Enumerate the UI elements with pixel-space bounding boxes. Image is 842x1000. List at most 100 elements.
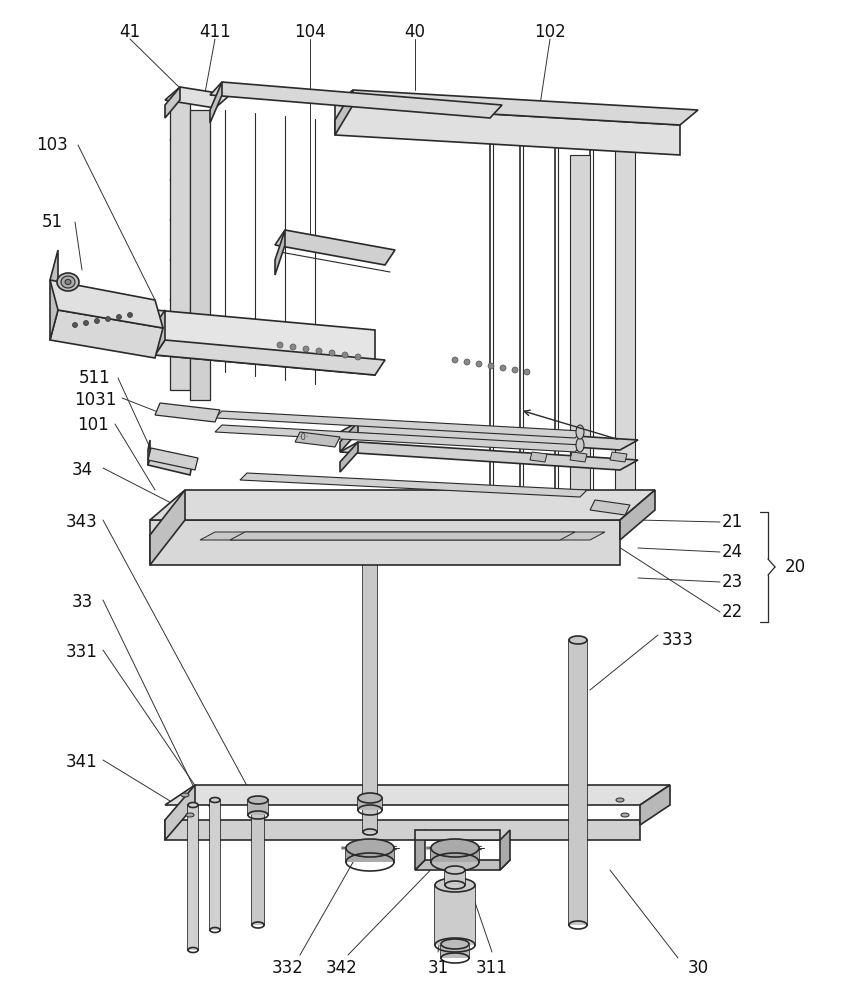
Circle shape bbox=[476, 361, 482, 367]
Polygon shape bbox=[165, 785, 195, 840]
Polygon shape bbox=[190, 110, 210, 400]
Polygon shape bbox=[340, 442, 638, 470]
Polygon shape bbox=[346, 848, 394, 862]
Ellipse shape bbox=[441, 939, 469, 949]
Ellipse shape bbox=[435, 878, 475, 892]
Text: 511: 511 bbox=[79, 369, 111, 387]
Polygon shape bbox=[165, 785, 670, 805]
Circle shape bbox=[72, 322, 77, 328]
Circle shape bbox=[452, 357, 458, 363]
Polygon shape bbox=[155, 340, 385, 375]
Polygon shape bbox=[590, 500, 630, 515]
Polygon shape bbox=[150, 490, 185, 565]
Text: 333: 333 bbox=[662, 631, 694, 649]
Circle shape bbox=[127, 312, 132, 318]
Circle shape bbox=[488, 363, 494, 369]
Circle shape bbox=[83, 320, 88, 326]
Polygon shape bbox=[431, 848, 479, 862]
Text: 1031: 1031 bbox=[74, 391, 116, 409]
Polygon shape bbox=[275, 230, 395, 265]
Text: 24: 24 bbox=[722, 543, 743, 561]
Polygon shape bbox=[570, 155, 590, 545]
Ellipse shape bbox=[569, 636, 587, 644]
Polygon shape bbox=[215, 425, 582, 452]
Polygon shape bbox=[358, 798, 382, 810]
Text: 23: 23 bbox=[722, 573, 743, 591]
Polygon shape bbox=[155, 310, 165, 355]
Circle shape bbox=[524, 369, 530, 375]
Polygon shape bbox=[615, 130, 635, 520]
Polygon shape bbox=[165, 87, 180, 118]
Text: 30: 30 bbox=[687, 959, 709, 977]
Polygon shape bbox=[150, 490, 655, 520]
Polygon shape bbox=[335, 90, 698, 125]
Ellipse shape bbox=[57, 273, 79, 291]
Ellipse shape bbox=[621, 813, 629, 817]
Text: 331: 331 bbox=[66, 643, 98, 661]
Polygon shape bbox=[500, 830, 510, 870]
Text: 332: 332 bbox=[272, 959, 304, 977]
Text: 33: 33 bbox=[72, 593, 93, 611]
Text: 103: 103 bbox=[36, 136, 68, 154]
Polygon shape bbox=[335, 105, 680, 155]
Polygon shape bbox=[210, 82, 222, 123]
Polygon shape bbox=[570, 115, 650, 140]
Polygon shape bbox=[530, 452, 547, 462]
Polygon shape bbox=[50, 280, 163, 328]
Polygon shape bbox=[435, 885, 475, 945]
Text: 341: 341 bbox=[67, 753, 98, 771]
Text: 41: 41 bbox=[120, 23, 141, 41]
Polygon shape bbox=[188, 805, 198, 950]
Polygon shape bbox=[200, 532, 605, 540]
Polygon shape bbox=[165, 820, 640, 840]
Polygon shape bbox=[155, 310, 375, 375]
Text: 20: 20 bbox=[785, 558, 806, 576]
Polygon shape bbox=[230, 532, 575, 540]
Ellipse shape bbox=[363, 539, 377, 545]
Circle shape bbox=[303, 346, 309, 352]
Circle shape bbox=[116, 314, 121, 320]
Circle shape bbox=[316, 348, 322, 354]
Polygon shape bbox=[148, 440, 150, 465]
Polygon shape bbox=[445, 870, 465, 885]
Ellipse shape bbox=[188, 802, 198, 808]
Text: 101: 101 bbox=[77, 416, 109, 434]
Ellipse shape bbox=[65, 279, 71, 284]
Text: 411: 411 bbox=[199, 23, 231, 41]
Circle shape bbox=[94, 318, 99, 324]
Polygon shape bbox=[155, 403, 220, 422]
Polygon shape bbox=[615, 115, 650, 130]
Polygon shape bbox=[415, 830, 500, 840]
Ellipse shape bbox=[61, 276, 75, 288]
Polygon shape bbox=[415, 830, 425, 870]
Text: 34: 34 bbox=[72, 461, 93, 479]
Ellipse shape bbox=[358, 793, 382, 803]
Polygon shape bbox=[148, 455, 192, 475]
Polygon shape bbox=[148, 448, 198, 470]
Polygon shape bbox=[275, 230, 285, 275]
Polygon shape bbox=[215, 411, 582, 438]
Text: 21: 21 bbox=[722, 513, 743, 531]
Ellipse shape bbox=[346, 839, 394, 857]
Polygon shape bbox=[441, 944, 469, 958]
Polygon shape bbox=[620, 490, 655, 540]
Polygon shape bbox=[340, 422, 638, 450]
Circle shape bbox=[355, 354, 361, 360]
Circle shape bbox=[500, 365, 506, 371]
Polygon shape bbox=[165, 87, 230, 108]
Ellipse shape bbox=[431, 839, 479, 857]
Polygon shape bbox=[295, 432, 340, 447]
Circle shape bbox=[290, 344, 296, 350]
Circle shape bbox=[105, 316, 110, 322]
Ellipse shape bbox=[616, 798, 624, 802]
Polygon shape bbox=[569, 640, 587, 925]
Ellipse shape bbox=[181, 793, 189, 797]
Ellipse shape bbox=[576, 425, 584, 439]
Text: 342: 342 bbox=[326, 959, 358, 977]
Polygon shape bbox=[50, 250, 58, 340]
Polygon shape bbox=[340, 422, 358, 452]
Polygon shape bbox=[363, 542, 377, 832]
Polygon shape bbox=[252, 800, 264, 925]
Ellipse shape bbox=[445, 866, 465, 874]
Polygon shape bbox=[335, 90, 353, 135]
